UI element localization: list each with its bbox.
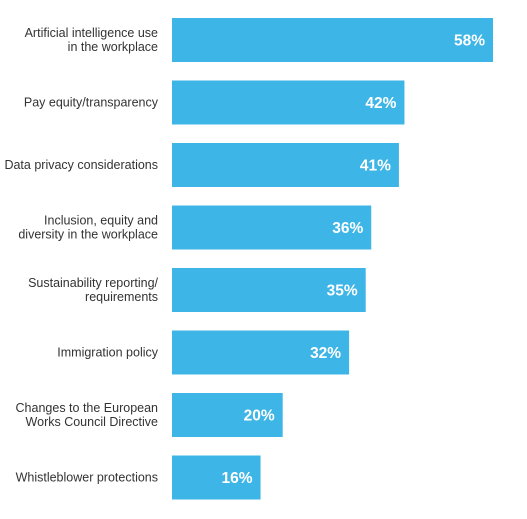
- category-label-5: Sustainability reporting/requirements: [28, 276, 158, 304]
- value-label-6: 32%: [310, 345, 341, 362]
- value-label-1: 58%: [454, 33, 485, 50]
- bar-6: [172, 330, 350, 375]
- bar-2: [172, 80, 405, 125]
- value-label-8: 16%: [222, 470, 253, 487]
- category-label-line: Inclusion, equity and: [44, 214, 158, 228]
- category-label-line: Whistleblower protections: [16, 471, 158, 485]
- category-label-line: Artificial intelligence use: [25, 26, 158, 40]
- value-label-3: 41%: [360, 158, 391, 175]
- category-label-3: Data privacy considerations: [4, 158, 158, 172]
- category-label-line: Pay equity/transparency: [24, 96, 159, 110]
- value-label-4: 36%: [332, 220, 363, 237]
- bars-layer: [172, 18, 493, 500]
- value-label-2: 42%: [365, 95, 396, 112]
- category-label-8: Whistleblower protections: [16, 471, 158, 485]
- category-label-line: Immigration policy: [57, 346, 158, 360]
- category-label-2: Pay equity/transparency: [24, 96, 159, 110]
- category-label-4: Inclusion, equity and diversity in the wo…: [18, 214, 158, 242]
- category-label-line: Data privacy considerations: [4, 158, 158, 172]
- bar-1: [172, 18, 493, 62]
- bar-3: [172, 143, 399, 187]
- value-labels-layer: 58% 42% 41% 36% 35% 32% 20% 16%: [222, 33, 486, 488]
- category-label-line: in the workplace: [68, 40, 158, 54]
- category-label-1: Artificial intelligence use in the workpl…: [25, 26, 158, 54]
- category-labels-layer: Artificial intelligence use in the workpl…: [4, 26, 158, 485]
- category-label-line: diversity in the workplace: [18, 228, 158, 242]
- category-label-line: requirements: [85, 290, 158, 304]
- category-label-line: Works Council Directive: [26, 415, 158, 429]
- category-label-line: Sustainability reporting/: [28, 276, 158, 290]
- category-label-7: Changes to the European Works Council Dir…: [16, 401, 159, 429]
- bar-4: [172, 205, 372, 250]
- value-label-7: 20%: [244, 408, 275, 425]
- category-label-6: Immigration policy: [57, 346, 158, 360]
- bar-5: [172, 268, 366, 312]
- bar-7: [172, 393, 283, 437]
- value-label-5: 35%: [327, 283, 358, 300]
- category-label-line: Changes to the European: [16, 401, 159, 415]
- bar-8: [172, 455, 261, 500]
